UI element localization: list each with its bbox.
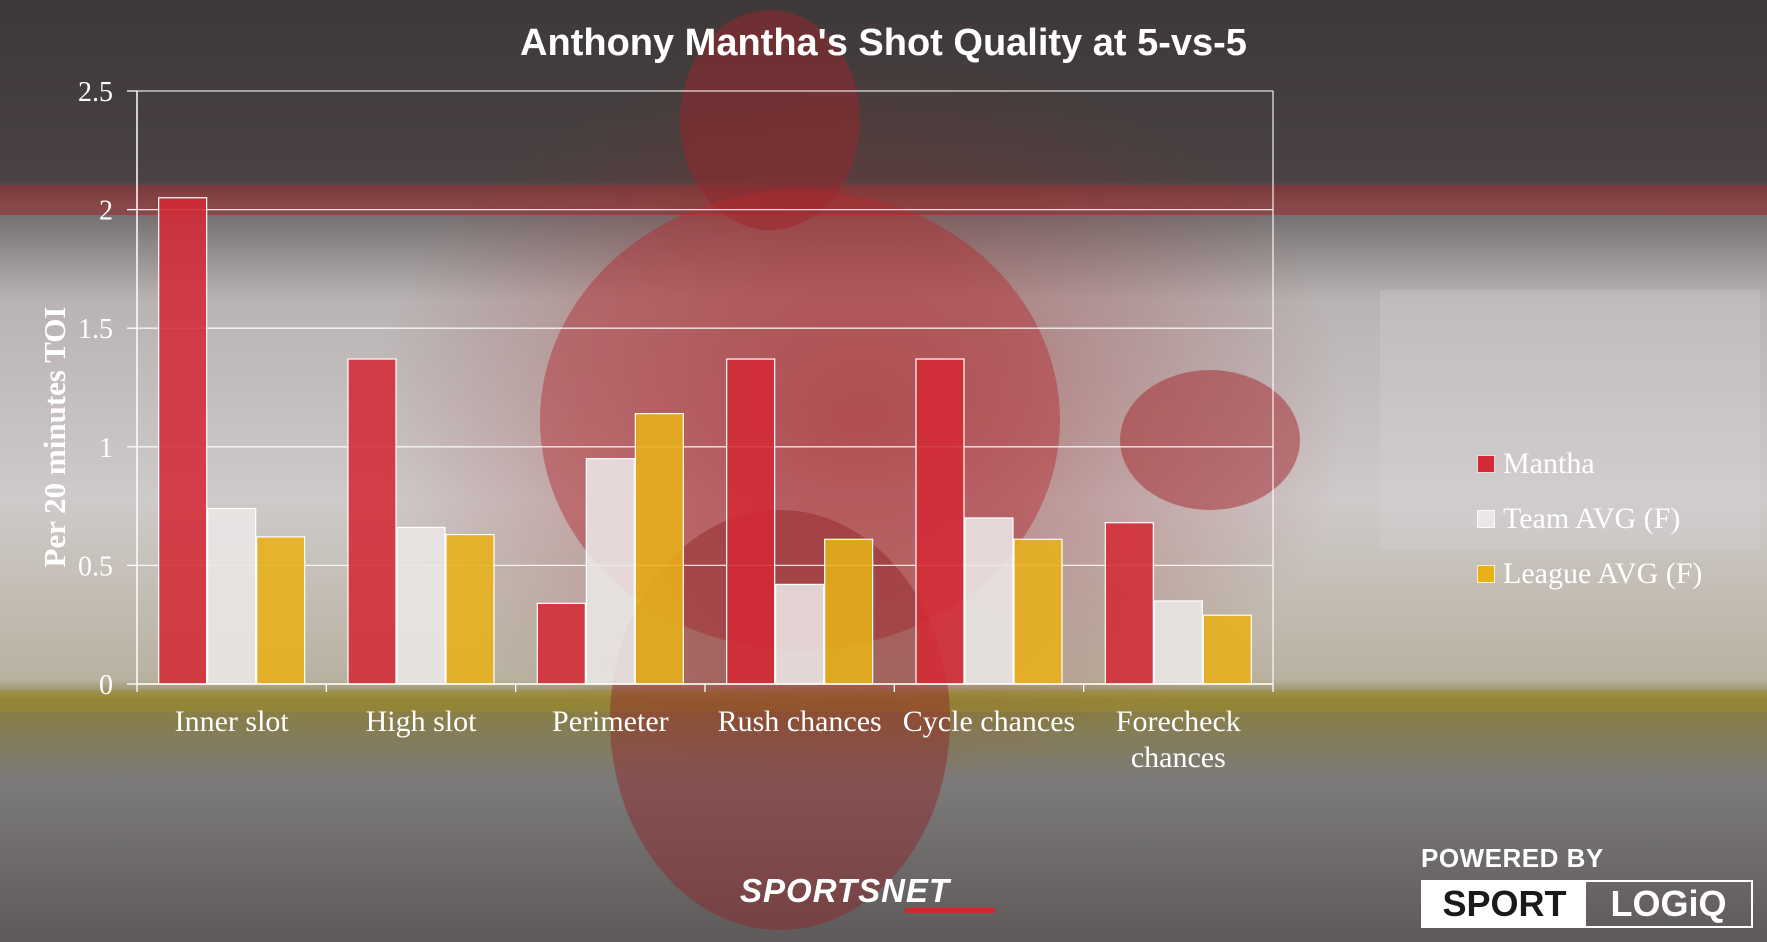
bar-team-avg-f-rush-chances (775, 583, 825, 685)
x-tick-label: Perimeter (552, 705, 669, 738)
bar-mantha-forecheck-chances (1104, 522, 1154, 685)
legend-item-league-avg: League AVG (F) (1477, 546, 1702, 601)
bar-league-avg-f-forecheck-chances (1202, 614, 1252, 685)
bar-mantha-rush-chances (726, 358, 776, 685)
bar-team-avg-f-perimeter (585, 458, 635, 685)
legend-swatch-league-avg (1477, 564, 1495, 583)
legend-swatch-mantha (1477, 454, 1495, 473)
y-tick-label: 2 (99, 196, 113, 227)
bar-league-avg-f-inner-slot (256, 536, 306, 685)
y-tick-label: 2.5 (78, 77, 113, 108)
bar-mantha-high-slot (347, 358, 397, 685)
bar-league-avg-f-perimeter (634, 412, 684, 685)
sportsnet-logo-accent (904, 908, 996, 913)
sportlogiq-logo: SPORT LOGiQ (1421, 880, 1753, 928)
sportlogiq-logo-left: SPORT (1423, 882, 1586, 926)
powered-by-label: POWERED BY (1421, 843, 1604, 873)
bar-league-avg-f-rush-chances (824, 538, 874, 685)
bar-mantha-cycle-chances (915, 358, 965, 685)
bar-league-avg-f-high-slot (445, 533, 495, 685)
chart-title: Anthony Mantha's Shot Quality at 5-vs-5 (520, 22, 1247, 64)
x-tick-label: Rush chances (718, 705, 882, 738)
legend-swatch-team-avg (1477, 509, 1495, 528)
y-axis-label: Per 20 minutes TOI (37, 306, 72, 568)
bar-team-avg-f-high-slot (396, 526, 446, 685)
bar-team-avg-f-inner-slot (207, 507, 257, 685)
legend-item-team-avg: Team AVG (F) (1477, 491, 1702, 546)
sportsnet-logo: SPORTSNET (740, 872, 951, 909)
bar-mantha-inner-slot (158, 197, 208, 685)
legend: Mantha Team AVG (F) League AVG (F) (1477, 436, 1702, 601)
y-tick-label: 1 (99, 433, 113, 464)
y-tick-label: 0.5 (78, 551, 113, 582)
bar-team-avg-f-cycle-chances (964, 517, 1014, 685)
x-tick-label: Inner slot (175, 705, 290, 738)
y-tick-label: 0 (99, 670, 113, 701)
x-tick-label: High slot (366, 705, 478, 738)
legend-label-league-avg: League AVG (F) (1503, 556, 1703, 590)
legend-label-team-avg: Team AVG (F) (1503, 501, 1681, 535)
x-tick-label: Cycle chances (903, 705, 1075, 738)
bar-team-avg-f-forecheck-chances (1153, 600, 1203, 685)
y-tick-label: 1.5 (78, 314, 113, 345)
bar-mantha-perimeter (536, 602, 586, 685)
x-tick-label: Forecheck chances (1116, 705, 1241, 774)
legend-label-mantha: Mantha (1503, 446, 1595, 480)
sportlogiq-logo-right: LOGiQ (1610, 883, 1727, 924)
legend-item-mantha: Mantha (1477, 436, 1702, 491)
bar-league-avg-f-cycle-chances (1013, 538, 1063, 685)
